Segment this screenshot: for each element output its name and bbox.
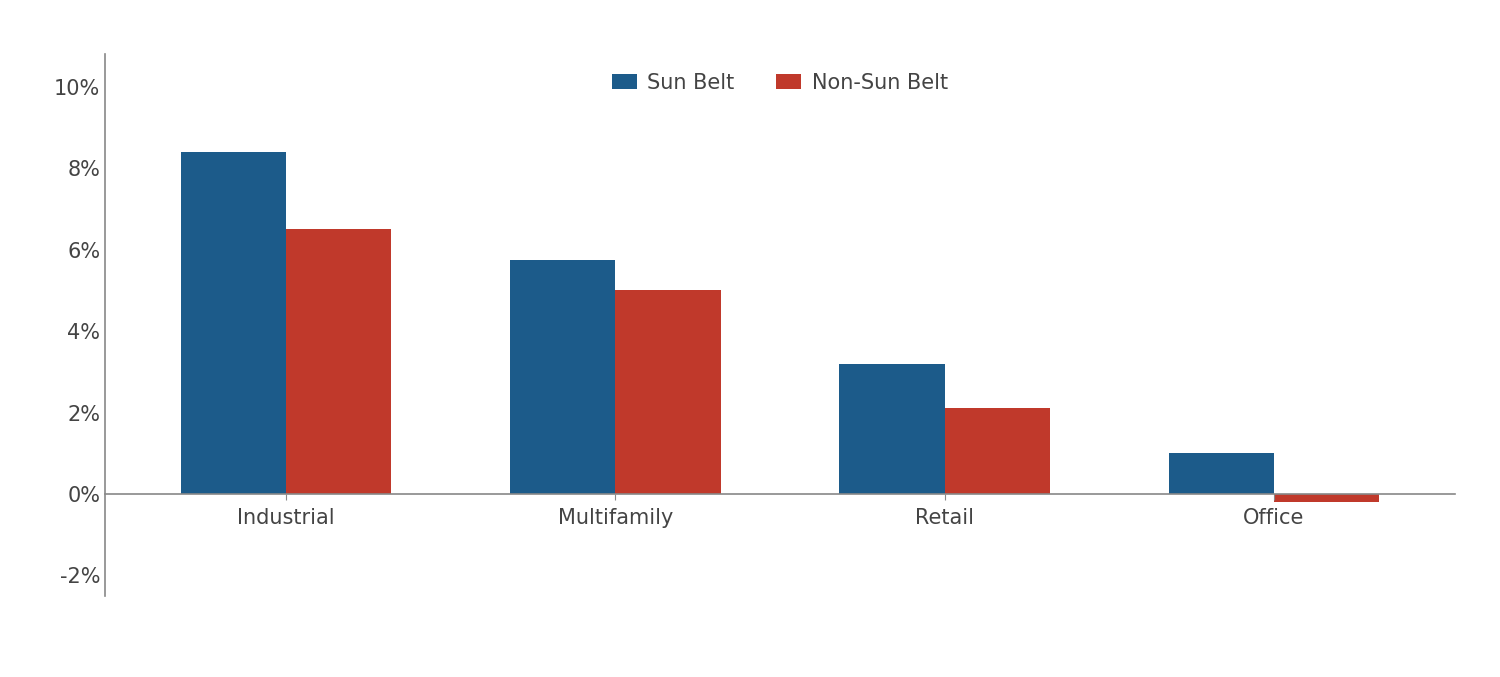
Bar [615, 290, 720, 494]
Bar [180, 152, 286, 494]
Legend: Sun Belt, Non-Sun Belt: Sun Belt, Non-Sun Belt [603, 64, 957, 102]
Bar [840, 364, 945, 494]
Bar [945, 408, 1050, 494]
Bar [510, 260, 615, 494]
Bar [1274, 494, 1380, 502]
Bar [1168, 453, 1274, 494]
Bar [286, 230, 392, 494]
